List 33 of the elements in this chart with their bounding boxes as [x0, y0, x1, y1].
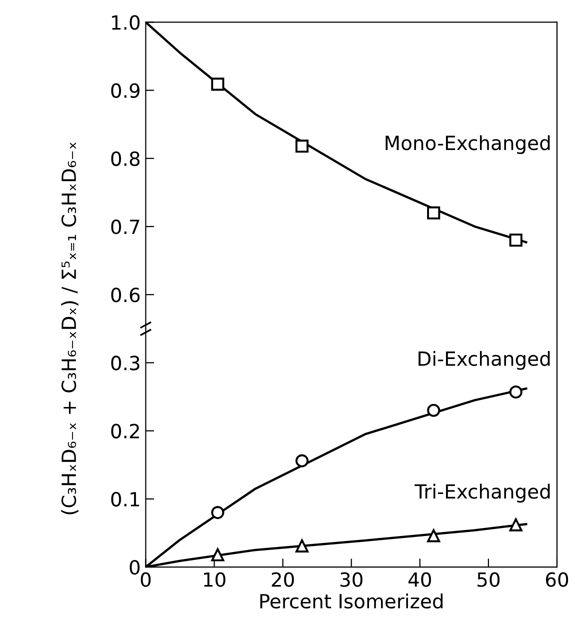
point: [427, 529, 440, 542]
y-tick-label: 1.0: [112, 15, 140, 30]
point: [295, 454, 309, 468]
point: [509, 518, 522, 532]
y-tick-label: 0.3: [111, 356, 140, 370]
series-label: Di-Exchanged: [418, 350, 550, 370]
point: [509, 234, 522, 247]
x-tick-label: 10: [204, 572, 226, 587]
point: [509, 385, 522, 399]
x-tick-label: 20: [272, 572, 294, 587]
x-tick-label: 60: [546, 572, 568, 587]
x-tick-label: 40: [408, 572, 431, 587]
y-tick-label: 0.6: [111, 288, 140, 302]
x-axis-title: Percent Isomerized: [260, 593, 443, 609]
series-label: Tri-Exchanged: [414, 484, 550, 503]
x-tick-label: 0: [140, 572, 151, 587]
y-tick-label: 0: [130, 560, 140, 575]
point: [295, 539, 309, 552]
x-tick-label: 30: [340, 572, 362, 587]
y-tick-label: 0.2: [111, 424, 139, 438]
y-tick-label: 0.8: [111, 151, 140, 166]
x-tick-label: 50: [478, 572, 500, 587]
y-axis-title: (C₃HₓD₆₋ₓ + C₃H₆₋ₓDₓ) / Σ⁵ₓ₌₁ C₃HₓD₆₋ₓ: [61, 142, 78, 514]
point: [211, 78, 224, 91]
y-tick-label: 0.9: [111, 83, 140, 98]
point: [211, 506, 224, 520]
y-tick-label: 0.1: [111, 492, 140, 507]
point: [427, 404, 440, 417]
point: [427, 206, 440, 220]
text: Mono-Exchanged: [386, 135, 550, 154]
point: [295, 140, 309, 153]
point: [211, 548, 224, 562]
y-tick-label: 0.7: [111, 219, 140, 234]
